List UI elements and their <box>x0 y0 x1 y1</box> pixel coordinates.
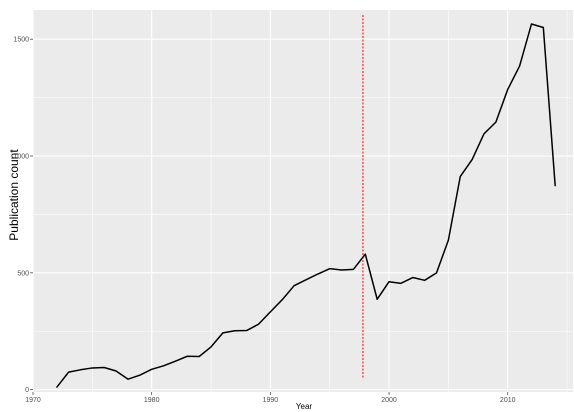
x-axis: 1970 1980 1990 2000 2010 <box>25 392 516 404</box>
data-points <box>56 23 556 388</box>
data-point <box>447 239 449 241</box>
data-point <box>222 332 224 334</box>
data-point <box>68 371 70 373</box>
data-point <box>519 65 521 67</box>
data-point <box>293 285 295 287</box>
data-point <box>471 159 473 161</box>
data-point <box>79 369 81 371</box>
y-tick-label: 0 <box>25 387 29 394</box>
data-point <box>56 386 58 388</box>
data-point <box>400 282 402 284</box>
data-point <box>388 281 390 283</box>
y-tick-label: 1000 <box>13 154 29 161</box>
y-axis-title: Publication count <box>7 149 21 241</box>
data-point <box>127 378 129 380</box>
data-point <box>198 355 200 357</box>
data-point <box>317 273 319 275</box>
data-point <box>412 277 414 279</box>
data-point <box>246 330 248 332</box>
data-point <box>530 23 532 25</box>
x-tick-label: 2010 <box>500 397 516 404</box>
x-tick-label: 2000 <box>381 397 397 404</box>
x-tick-label: 1970 <box>25 397 41 404</box>
x-tick-label: 1990 <box>263 397 279 404</box>
data-point <box>210 346 212 348</box>
data-point <box>163 365 165 367</box>
data-point <box>103 366 105 368</box>
x-axis-title: Year <box>296 402 313 411</box>
data-point <box>554 185 556 187</box>
data-point <box>269 311 271 313</box>
grid <box>32 10 573 392</box>
y-axis: 0 500 1000 1500 <box>13 37 33 394</box>
y-tick-label: 500 <box>17 270 29 277</box>
data-point <box>305 279 307 281</box>
data-point <box>91 367 93 369</box>
data-point <box>151 368 153 370</box>
data-point <box>257 323 259 325</box>
x-tick-label: 1980 <box>144 397 160 404</box>
data-point <box>424 279 426 281</box>
data-point <box>376 298 378 300</box>
data-point <box>139 374 141 376</box>
data-point <box>281 299 283 301</box>
data-point <box>459 176 461 178</box>
data-point <box>364 253 366 255</box>
data-point <box>352 268 354 270</box>
data-point <box>507 88 509 90</box>
data-point <box>174 360 176 362</box>
plot-panel <box>33 10 573 392</box>
data-point <box>115 370 117 372</box>
data-point <box>341 269 343 271</box>
data-point <box>542 27 544 29</box>
data-point <box>234 330 236 332</box>
data-point <box>436 272 438 274</box>
data-point <box>329 268 331 270</box>
y-tick-label: 1500 <box>13 37 29 44</box>
data-point <box>186 355 188 357</box>
data-point <box>483 133 485 135</box>
data-point <box>495 121 497 123</box>
